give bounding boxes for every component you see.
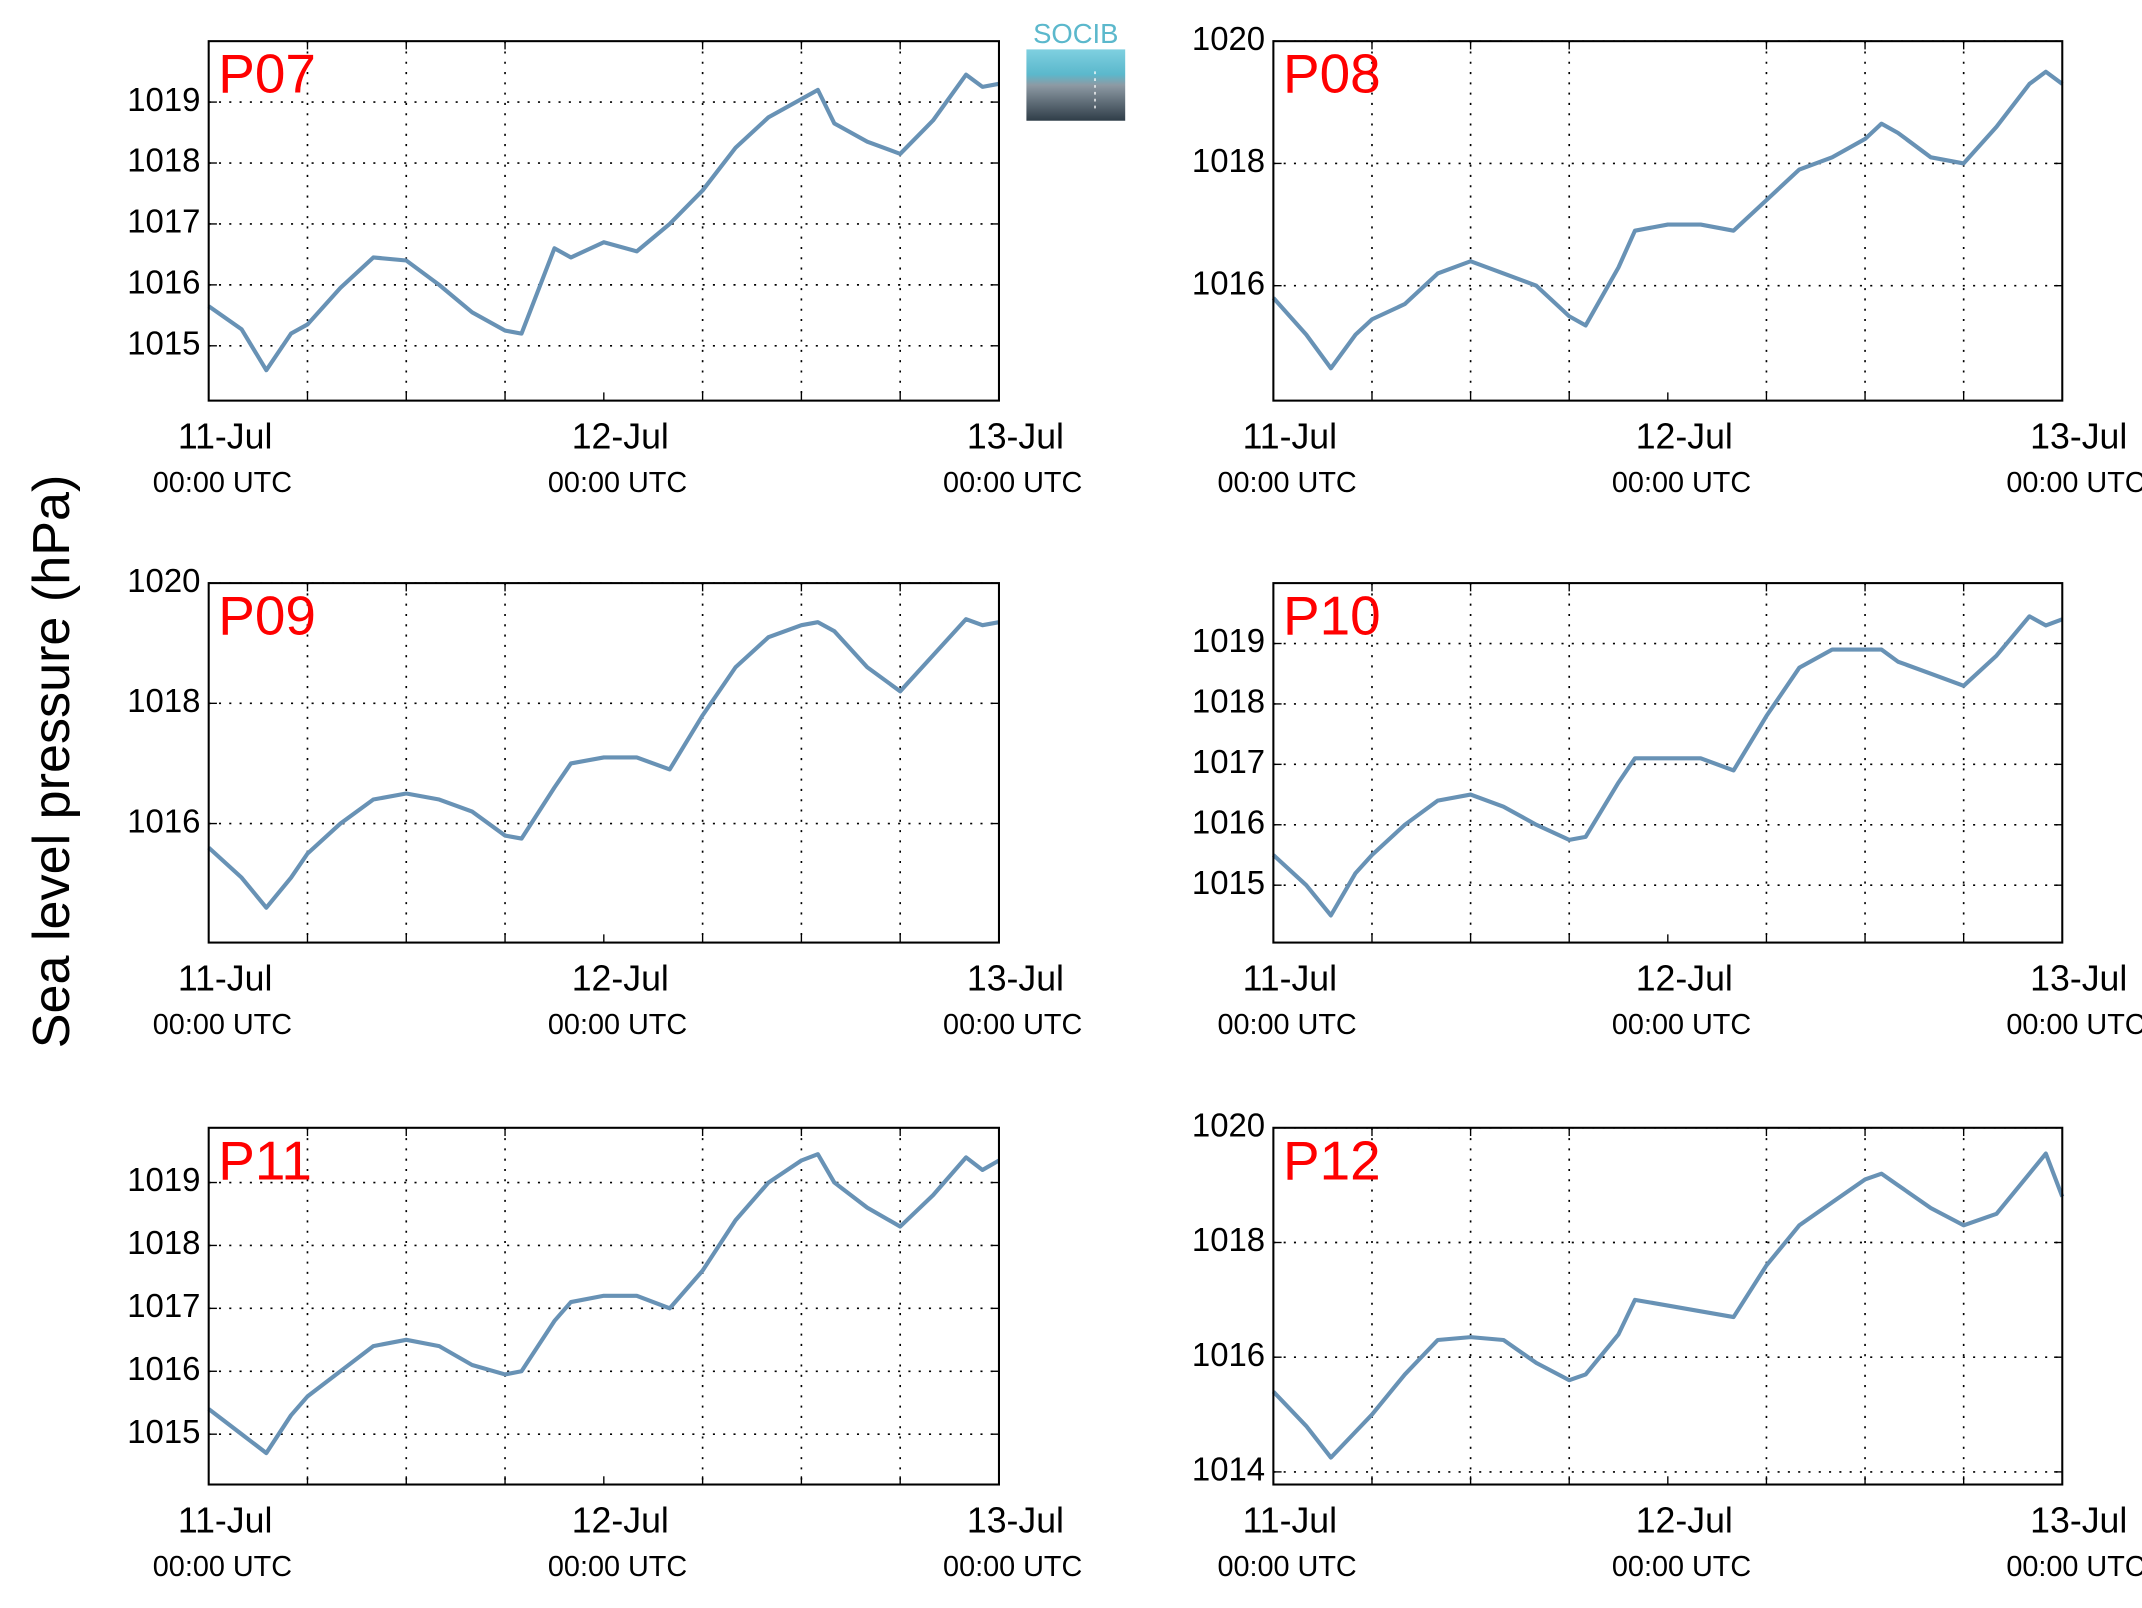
x-tick-label: 13-Jul: [967, 416, 1064, 456]
plot-frame: [207, 40, 1000, 402]
x-tick-label: 13-Jul: [967, 958, 1064, 998]
data-line: [207, 72, 1000, 373]
y-tick-label: 1015: [127, 324, 200, 361]
x-tick-time: 00:00 UTC: [943, 1551, 1082, 1583]
x-tick-label: 12-Jul: [1636, 958, 1733, 998]
panel-title: P12: [1283, 1129, 1381, 1191]
x-tick-label: 12-Jul: [1636, 1500, 1733, 1540]
panel: 1015 1016 1017 1018 1019 11-Jul 00:00 UTC 12-Ju…: [127, 40, 1082, 499]
data-line: [1271, 1151, 2065, 1460]
x-tick-label: 11-Jul: [1243, 1500, 1337, 1540]
y-tick-label: 1019: [127, 1161, 200, 1198]
y-tick-label: 1016: [127, 264, 200, 301]
x-tick-label: 11-Jul: [178, 1500, 272, 1540]
panel-title: P08: [1283, 43, 1381, 105]
y-tick-label: 1016: [1192, 803, 1265, 840]
x-tick-time: 00:00 UTC: [943, 467, 1082, 499]
y-tick-label: 1017: [127, 1287, 200, 1324]
y-tick-label: 1020: [1192, 20, 1265, 57]
y-tick-label: 1015: [1192, 864, 1265, 901]
data-line: [207, 1152, 1000, 1456]
x-tick-label: 11-Jul: [178, 958, 272, 998]
y-tick-label: 1016: [1192, 1336, 1265, 1373]
x-tick-time: 00:00 UTC: [1217, 467, 1356, 499]
x-tick-time: 00:00 UTC: [153, 1009, 292, 1041]
y-tick-label: 1019: [127, 81, 200, 118]
x-tick-time: 00:00 UTC: [153, 467, 292, 499]
x-tick-label: 12-Jul: [572, 1500, 669, 1540]
x-tick-time: 00:00 UTC: [1217, 1551, 1356, 1583]
y-tick-label: 1015: [127, 1413, 200, 1450]
plot-frame: [1272, 582, 2064, 944]
x-tick-time: 00:00 UTC: [2006, 467, 2142, 499]
panel: 1016 1018 1020 11-Jul 00:00 UTC 12-Jul 00:00 U…: [1192, 20, 2142, 499]
logo: SOCIB: [1026, 18, 1126, 121]
x-tick-label: 13-Jul: [2030, 1500, 2127, 1540]
x-tick-time: 00:00 UTC: [2006, 1551, 2142, 1583]
y-tick-label: 1018: [1192, 142, 1265, 179]
y-tick-label: 1018: [127, 142, 200, 179]
x-tick-time: 00:00 UTC: [1217, 1009, 1356, 1041]
data-line: [207, 617, 1000, 910]
panel: 1015 1016 1017 1018 1019 11-Jul 00:00 UTC 12-Ju…: [1192, 582, 2142, 1041]
x-tick-time: 00:00 UTC: [548, 1551, 687, 1583]
y-tick-label: 1018: [1192, 1221, 1265, 1258]
y-tick-label: 1014: [1192, 1451, 1265, 1488]
y-tick-label: 1018: [127, 1224, 200, 1261]
panel-title: P07: [218, 43, 316, 105]
x-tick-label: 11-Jul: [178, 416, 272, 456]
x-tick-label: 13-Jul: [967, 1500, 1064, 1540]
y-tick-label: 1020: [127, 562, 200, 599]
y-tick-label: 1016: [1192, 264, 1265, 301]
plot-frame: [207, 582, 1000, 944]
plot-frame: [1272, 40, 2064, 402]
panel: 1016 1018 1020 11-Jul 00:00 UTC 12-Jul 00:00 U…: [127, 562, 1082, 1041]
x-tick-label: 12-Jul: [572, 416, 669, 456]
x-tick-time: 00:00 UTC: [1612, 467, 1751, 499]
y-tick-label: 1018: [1192, 683, 1265, 720]
plot-frame: [207, 1126, 1000, 1486]
plot-frame: [1272, 1126, 2064, 1486]
x-tick-label: 13-Jul: [2030, 416, 2127, 456]
logo-text: SOCIB: [1033, 18, 1118, 49]
x-tick-label: 11-Jul: [1243, 416, 1337, 456]
data-line: [1271, 614, 2063, 918]
y-tick-label: 1017: [127, 203, 200, 240]
data-line: [1271, 69, 2064, 371]
x-tick-time: 00:00 UTC: [1612, 1551, 1751, 1583]
panel: 1015 1016 1017 1018 1019 11-Jul 00:00 UTC 12-Ju…: [127, 1126, 1082, 1583]
x-tick-time: 00:00 UTC: [548, 467, 687, 499]
y-tick-label: 1016: [127, 802, 200, 839]
x-tick-time: 00:00 UTC: [153, 1551, 292, 1583]
x-tick-time: 00:00 UTC: [548, 1009, 687, 1041]
panel-title: P10: [1283, 585, 1381, 647]
x-tick-label: 13-Jul: [2030, 958, 2127, 998]
x-tick-time: 00:00 UTC: [1612, 1009, 1751, 1041]
panel-title: P09: [218, 585, 316, 647]
x-tick-label: 12-Jul: [1636, 416, 1733, 456]
x-tick-label: 11-Jul: [1243, 958, 1337, 998]
y-tick-label: 1016: [127, 1350, 200, 1387]
y-tick-label: 1018: [127, 682, 200, 719]
panel-title: P11: [218, 1129, 312, 1191]
x-tick-time: 00:00 UTC: [2006, 1009, 2142, 1041]
logo-box: [1026, 49, 1126, 121]
panel: 1014 1016 1018 1020 11-Jul 00:00 UTC 12-Jul 00:…: [1192, 1106, 2142, 1582]
y-tick-label: 1019: [1192, 622, 1265, 659]
y-axis-label: Sea level pressure (hPa): [23, 475, 81, 1049]
y-tick-label: 1020: [1192, 1106, 1265, 1143]
x-tick-label: 12-Jul: [572, 958, 669, 998]
y-tick-label: 1017: [1192, 743, 1265, 780]
x-tick-time: 00:00 UTC: [943, 1009, 1082, 1041]
